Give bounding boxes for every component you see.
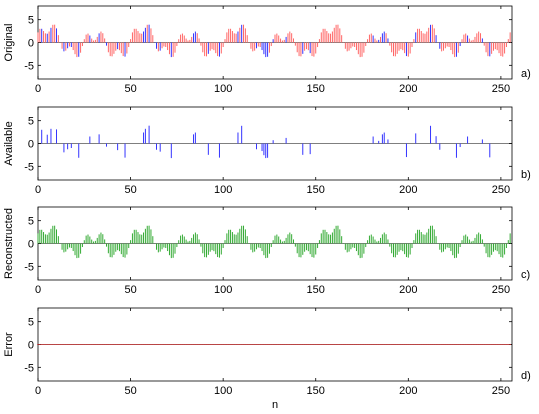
panel-b-xtick-label: 100 — [214, 184, 232, 196]
panel-d-xtick-label: 250 — [492, 385, 510, 397]
panel-b-xtick-label: 0 — [35, 184, 41, 196]
panel-c-ytick-label: 5 — [28, 216, 34, 228]
panel-c-ytick-label: 0 — [28, 239, 34, 251]
panel-d-xtick-label: 0 — [35, 385, 41, 397]
panel-a-xtick-label: 50 — [124, 83, 136, 95]
panel-a-xtick-label: 250 — [492, 83, 510, 95]
panel-c-xtick-label: 200 — [399, 284, 417, 296]
panel-d-xtick-label: 50 — [124, 385, 136, 397]
panel-c-xtick-label: 250 — [492, 284, 510, 296]
panel-a-ytick-label: -5 — [24, 60, 34, 72]
panel-a-xtick-label: 100 — [214, 83, 232, 95]
panel-d-tag: d) — [521, 370, 531, 382]
panel-d-xtick-label: 200 — [399, 385, 417, 397]
panel-d-xtick-label: 150 — [307, 385, 325, 397]
panel-b-tag: b) — [521, 169, 531, 181]
panel-b-ytick-label: -5 — [24, 161, 34, 173]
panel-d-ylabel: Error — [3, 332, 15, 357]
panel-b-xtick-label: 250 — [492, 184, 510, 196]
panel-a-ytick-label: 5 — [28, 15, 34, 27]
panel-b-ytick-label: 0 — [28, 139, 34, 151]
panel-a-xtick-label: 150 — [307, 83, 325, 95]
panel-a-xtick-label: 200 — [399, 83, 417, 95]
panel-b-xtick-label: 200 — [399, 184, 417, 196]
panel-c-ytick-label: -5 — [24, 261, 34, 273]
panel-b-xtick-label: 50 — [124, 184, 136, 196]
panel-d-ytick-label: -5 — [24, 362, 34, 374]
panel-a-tag: a) — [521, 68, 531, 80]
panel-c-tag: c) — [521, 269, 530, 281]
panel-a-xtick-label: 0 — [35, 83, 41, 95]
panel-d-xtick-label: 100 — [214, 385, 232, 397]
panel-c-ylabel: Reconstructed — [3, 208, 15, 279]
panel-b-ylabel: Available — [3, 121, 15, 165]
panel-b-xtick-label: 150 — [307, 184, 325, 196]
panel-d-xlabel: n — [272, 399, 278, 411]
panel-d-ytick-label: 5 — [28, 317, 34, 329]
panel-c-xtick-label: 150 — [307, 284, 325, 296]
panel-c-xtick-label: 0 — [35, 284, 41, 296]
panel-b-ytick-label: 5 — [28, 116, 34, 128]
panel-a-ytick-label: 0 — [28, 38, 34, 50]
panel-d-ytick-label: 0 — [28, 340, 34, 352]
panel-c-xtick-label: 50 — [124, 284, 136, 296]
panel-a-ylabel: Original — [3, 24, 15, 62]
panel-c-xtick-label: 100 — [214, 284, 232, 296]
